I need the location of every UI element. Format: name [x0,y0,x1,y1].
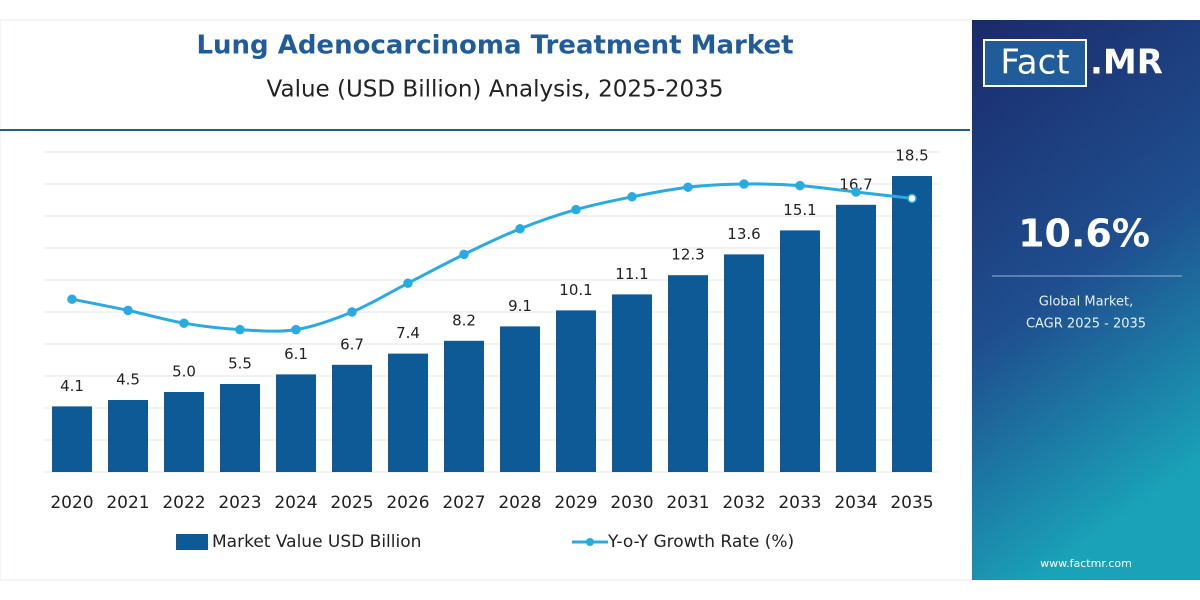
bar [724,254,764,472]
x-tick-label: 2035 [890,493,933,513]
line-point [795,180,805,191]
line-point [851,187,861,197]
x-tick-label: 2020 [50,493,93,513]
line-point [459,249,469,260]
line-point [627,192,637,202]
x-tick-label: 2034 [834,493,877,513]
legend-label: Y-o-Y Growth Rate (%) [607,532,794,552]
line-point [403,278,413,288]
x-tick-label: 2026 [386,493,429,513]
data-label: 12.3 [671,246,704,264]
bar [668,275,708,472]
data-label: 7.4 [396,324,420,342]
data-label: 5.0 [172,363,196,381]
x-tick-label: 2024 [274,493,317,513]
line-point [291,324,301,335]
line-point [739,179,749,189]
data-label: 4.1 [60,377,84,395]
x-tick-label: 2030 [610,493,653,513]
bar [164,392,204,472]
line-point [123,305,133,316]
line-point [235,324,245,335]
bar [836,204,876,473]
data-label: 10.1 [559,281,592,299]
bar [52,406,92,472]
bar [556,310,596,472]
url: www.factmr.com [1040,557,1132,570]
data-label: 5.5 [228,355,252,373]
bar [780,230,820,472]
x-tick-label: 2033 [778,493,821,513]
data-label: 13.6 [727,225,760,243]
data-label: 18.5 [895,147,928,165]
bar [500,326,540,472]
data-label: 6.7 [340,335,364,353]
line-point [683,182,693,192]
bar [220,384,260,472]
bar [276,374,316,472]
plot: 2020 2021 2022 2023 2024 2025 2026 2027 2028 2029… [44,147,940,552]
x-tick-label: 2022 [162,493,205,513]
line-point [907,193,917,204]
x-tick-label: 2028 [498,493,541,513]
bar [444,340,484,472]
line-point [515,224,525,234]
logo-text: .MR [1090,43,1163,83]
legend-label: Market Value USD Billion [212,532,421,552]
cagr-caption: Global Market, [1039,295,1133,310]
x-tick-label: 2029 [554,493,597,513]
x-tick-label: 2027 [442,493,485,513]
logo-box [983,39,1087,87]
line-point [571,204,581,215]
chart-title: Lung Adenocarcinoma Treatment Market [196,31,793,61]
bar [108,400,148,472]
data-label: 11.1 [615,265,648,283]
cagr-value: 10.6% [1018,212,1150,256]
line-point [347,307,357,317]
data-label: 4.5 [116,371,140,389]
data-label: 8.2 [452,311,476,329]
chart-subtitle: Value (USD Billion) Analysis, 2025-2035 [267,77,724,103]
data-label: 15.1 [783,201,816,219]
data-label: 16.7 [839,175,872,193]
line [71,182,913,333]
x-tick-label: 2025 [330,493,373,513]
x-tick-label: 2032 [722,493,765,513]
legend-swatch [586,538,594,546]
bar [612,294,652,472]
bar [332,364,372,472]
x-tick-label: 2021 [106,493,149,513]
line-point [179,318,189,328]
logo-text: Fact [1000,43,1069,83]
bar [892,176,932,472]
sidebar [972,20,1200,580]
line-point [67,294,77,304]
bar [388,353,428,472]
x-tick-label: 2031 [666,493,709,513]
cagr-caption: CAGR 2025 - 2035 [1026,317,1146,332]
x-tick-label: 2023 [218,493,261,513]
data-label: 6.1 [284,345,308,363]
data-label: 9.1 [508,297,532,315]
legend-swatch [176,534,208,550]
